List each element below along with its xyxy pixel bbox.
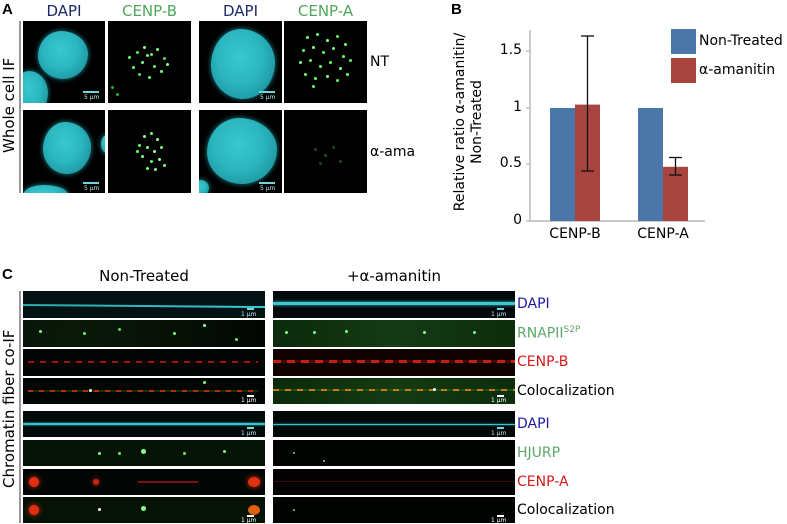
fiber-ama-cenpa [273, 469, 515, 495]
scale-bar-label: 5 μm [84, 94, 100, 101]
scale-bar-label: 5 μm [260, 94, 276, 101]
fiber-label-rnapii-sup: S2P [563, 325, 581, 335]
scale-bar-label: 1 μm [241, 430, 257, 437]
scale-bar-label: 1 μm [491, 397, 507, 404]
fiber-nt-dapi-1: 1 μm [23, 291, 265, 318]
fiber-nt-cenpb [23, 349, 265, 376]
panel-c-col-nontreated: Non-Treated [99, 267, 189, 285]
scale-bar-label: 1 μm [241, 397, 257, 404]
scale-bar-label: 1 μm [491, 430, 507, 437]
fiber-label-coloc-1: Colocalization [517, 383, 615, 399]
fiber-nt-cenpa [23, 469, 265, 495]
fiber-ama-cenpb [273, 349, 515, 376]
fiber-label-dapi-2: DAPI [517, 416, 550, 432]
fiber-label-coloc-2: Colocalization [517, 502, 615, 518]
panel-a-side-bracket [19, 21, 21, 193]
panel-c-letter: C [2, 266, 13, 283]
fiber-ama-dapi-1: 1 μm [273, 291, 515, 318]
panel-a-col-dapi-2: DAPI [222, 2, 259, 20]
micrograph-ama-cenpb [108, 110, 191, 193]
fiber-ama-coloc-2: 1 μm [273, 497, 515, 523]
panel-c-col-amanitin: +α-amanitin [346, 267, 442, 285]
fiber-nt-coloc-1: 1 μm [23, 378, 265, 404]
fiber-ama-dapi-2: 1 μm [273, 411, 515, 437]
panel-a-col-cenpb: CENP-B [121, 2, 178, 20]
fiber-label-cenpb: CENP-B [517, 354, 569, 370]
fiber-nt-dapi-2: 1 μm [23, 411, 265, 437]
panel-a-side-label: Whole cell IF [0, 57, 18, 153]
y-tick-1.5: 1.5 [499, 42, 522, 58]
y-axis-label: Relative ratio α-amanitin/ Non-Treated [452, 22, 486, 222]
legend-swatch-nontreated [671, 29, 696, 54]
bar-cenpa-amanitin [663, 166, 688, 221]
scale-bar-label: 1 μm [491, 517, 507, 523]
fiber-nt-coloc-2: 1 μm [23, 497, 265, 523]
panel-a-letter: A [2, 1, 13, 18]
y-axis-label-line1: Relative ratio α-amanitin/ [452, 32, 468, 212]
scale-bar-label: 5 μm [260, 185, 276, 192]
fiber-ama-rnapii [273, 320, 515, 347]
panel-c-side-bracket [19, 291, 21, 523]
panel-b-letter: B [451, 1, 462, 18]
legend-swatch-amanitin [671, 58, 696, 83]
legend-label-amanitin: α-amanitin [699, 62, 776, 78]
fiber-ama-hjurp [273, 440, 515, 466]
fiber-ama-coloc-1: 1 μm [273, 378, 515, 404]
fiber-label-cenpa: CENP-A [517, 474, 569, 490]
micrograph-nt-cenpb [108, 21, 191, 103]
y-tick-0: 0 [513, 212, 522, 228]
y-axis-label-line2: Non-Treated [469, 80, 485, 164]
bar-cenpb-nontreated [550, 108, 575, 221]
scale-bar-label: 1 μm [241, 311, 257, 318]
legend-label-nontreated: Non-Treated [699, 33, 783, 49]
fiber-label-rnapii-text: RNAPII [517, 325, 564, 342]
y-tick-0.5: 0.5 [499, 155, 522, 171]
scale-bar-label: 1 μm [241, 517, 257, 523]
error-bar-cenpa [669, 156, 682, 176]
panel-a-col-cenpa: CENP-A [297, 2, 354, 20]
micrograph-nt-dapi-cenpb: 5 μm [23, 21, 105, 103]
error-bar-cenpb [581, 35, 594, 172]
micrograph-nt-dapi-cenpa: 5 μm [199, 21, 282, 103]
fiber-nt-rnapii [23, 320, 265, 347]
x-tick-cenpb: CENP-B [549, 226, 601, 242]
fiber-label-dapi-1: DAPI [517, 296, 550, 312]
fiber-nt-hjurp [23, 440, 265, 466]
panel-a-row-label-nt: NT [370, 54, 390, 70]
scale-bar-label: 5 μm [84, 185, 100, 192]
micrograph-nt-cenpa [284, 21, 367, 103]
bar-chart [526, 29, 705, 222]
fiber-label-hjurp: HJURP [517, 445, 561, 461]
panel-a-row-label-ama: α-ama [370, 144, 416, 160]
scale-bar-label: 1 μm [491, 311, 507, 318]
x-tick-cenpa: CENP-A [637, 226, 689, 242]
micrograph-ama-dapi-cenpa: 5 μm [199, 110, 282, 193]
panel-c-side-label: Chromatin fiber co-IF [0, 329, 18, 488]
y-tick-1: 1 [513, 99, 522, 115]
bar-cenpa-nontreated [638, 108, 663, 221]
panel-a-col-dapi-1: DAPI [46, 2, 82, 20]
fiber-label-rnapii: RNAPIIS2P [517, 325, 580, 342]
micrograph-ama-dapi-cenpb: 5 μm [23, 110, 105, 193]
micrograph-ama-cenpa [284, 110, 367, 193]
